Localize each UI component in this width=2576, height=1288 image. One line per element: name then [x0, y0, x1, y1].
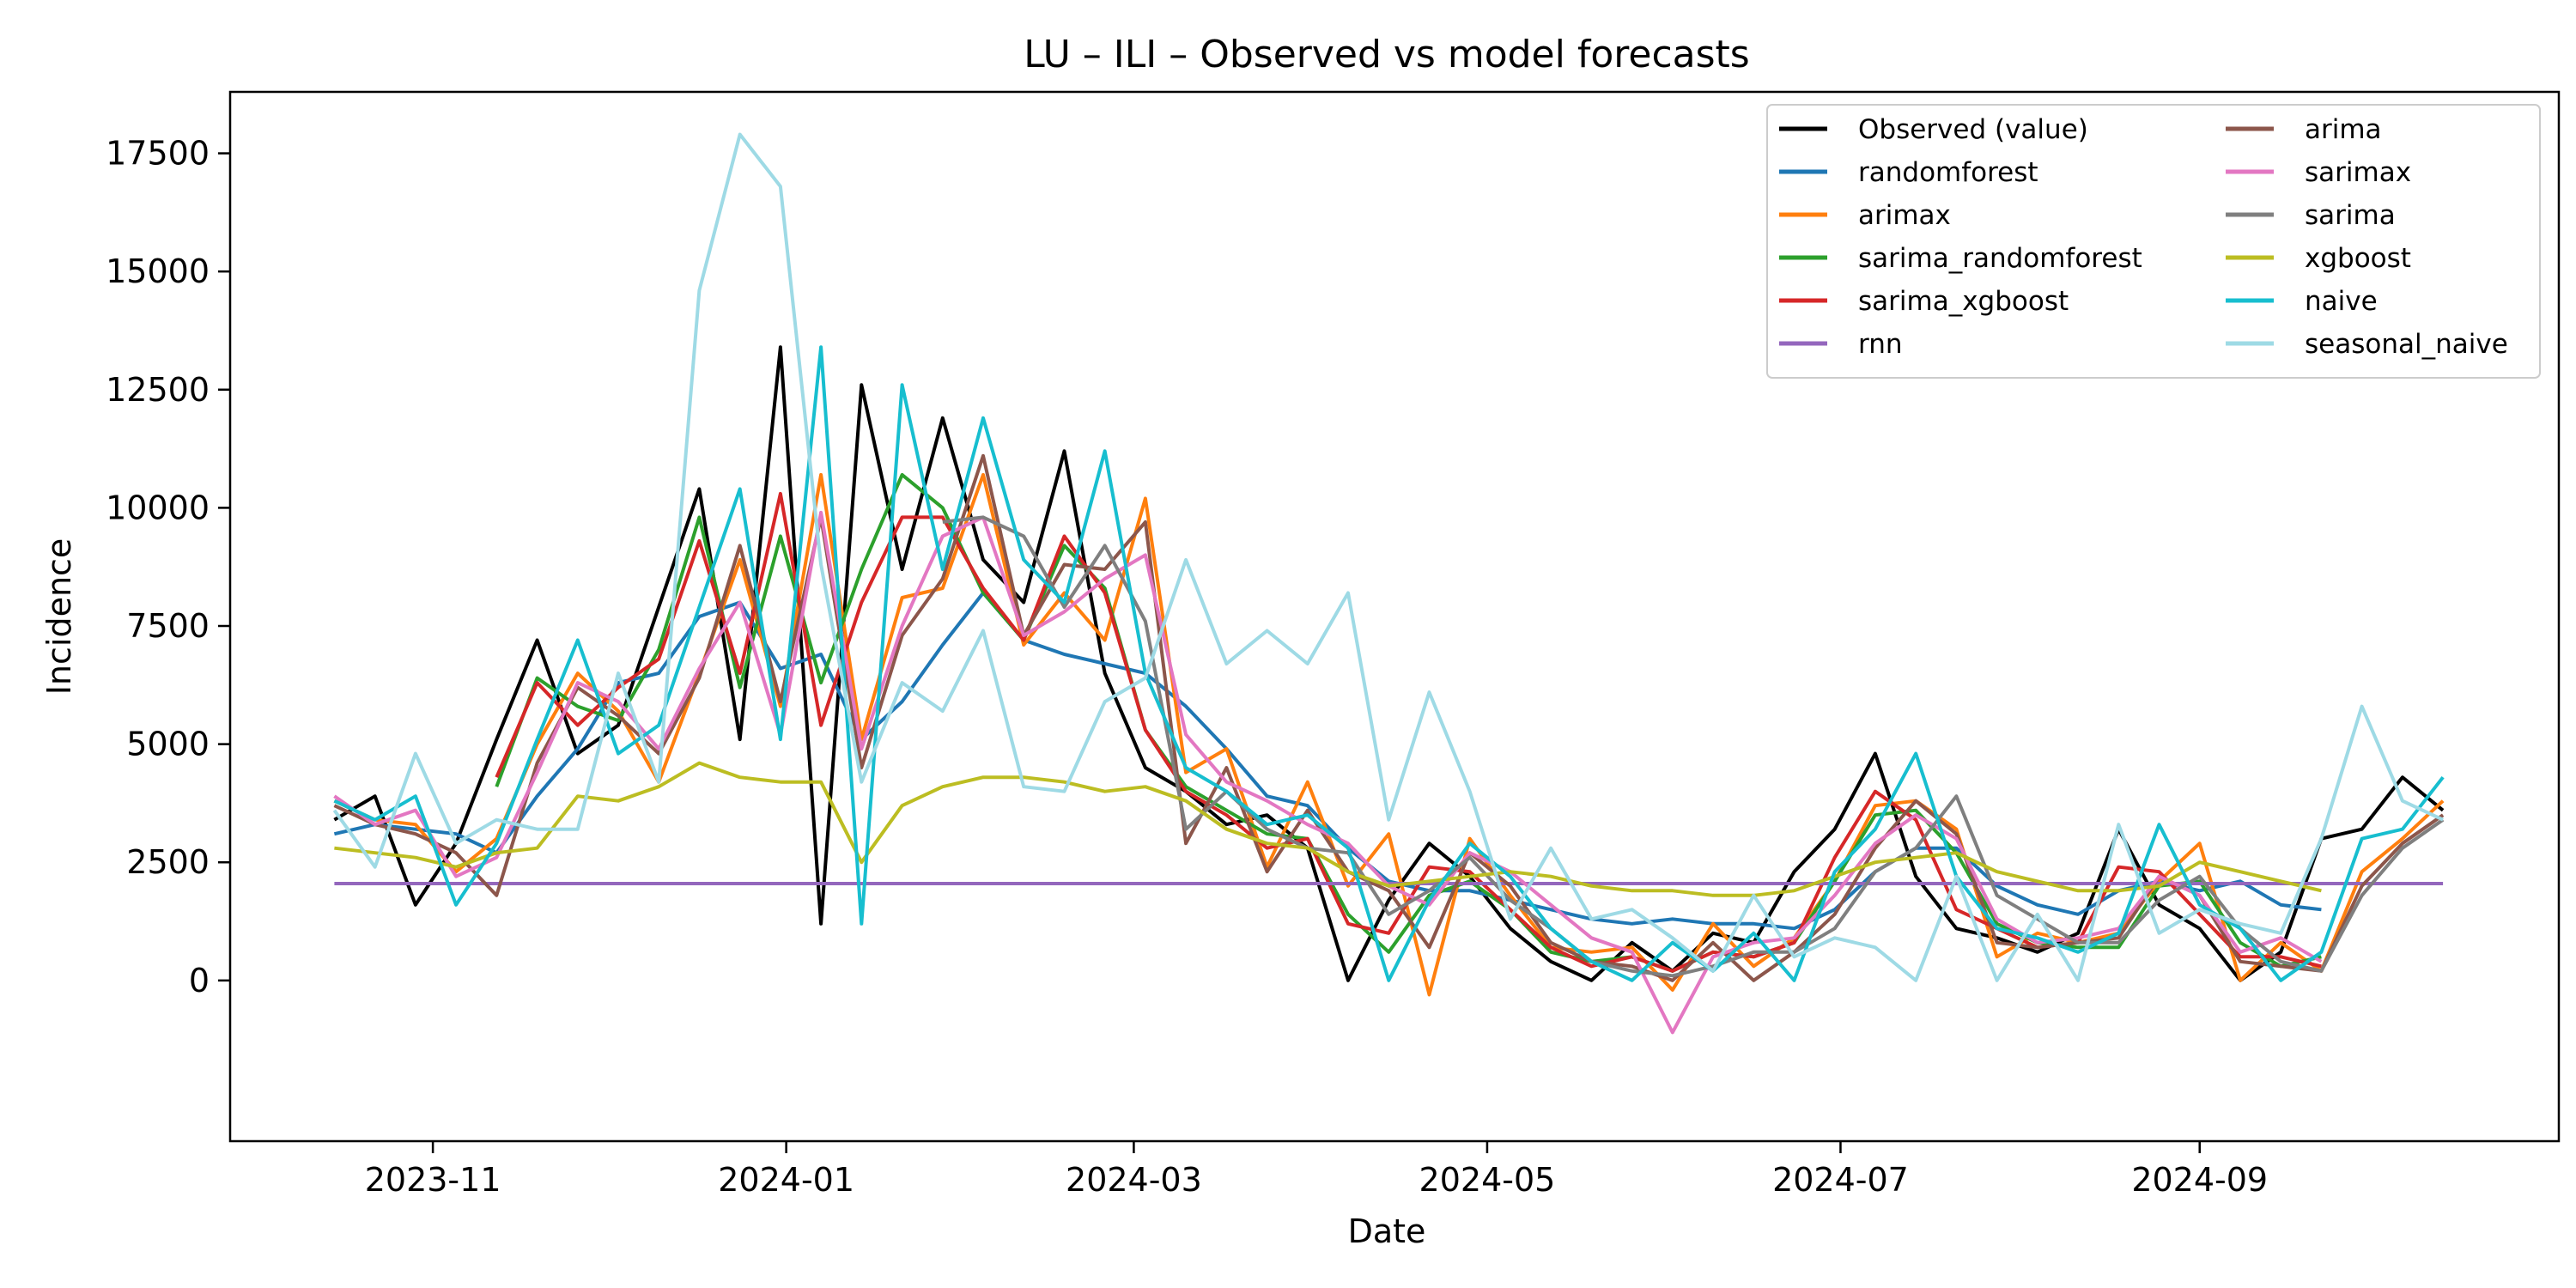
y-tick-label: 7500 [126, 607, 210, 645]
legend: Observed (value) randomforest arimax sarima… [1766, 104, 2541, 379]
series-line-seasonal-naive [332, 132, 2444, 982]
series-line-observed-value [333, 345, 2445, 982]
y-tick-label: 5000 [126, 726, 210, 763]
y-tick-label: 12500 [106, 371, 210, 409]
legend-frame [1766, 104, 2541, 379]
x-tick-label: 2024-05 [1419, 1161, 1556, 1199]
x-tick-label: 2023-11 [365, 1161, 501, 1199]
x-tick-label: 2024-07 [1772, 1161, 1909, 1199]
y-tick-label: 0 [189, 962, 210, 999]
legend-entry-label: rnn [1858, 329, 1903, 360]
legend-entry-label: sarimax [2305, 157, 2411, 188]
series-line-sarimax [333, 510, 2323, 1035]
legend-entry-label: arimax [1858, 200, 1951, 231]
series-line-xgboost [334, 761, 2322, 897]
x-axis-label: Date [1348, 1212, 1426, 1250]
x-axis: 2023-11 2024-01 2024-03 2024-05 2024-07 2024-… [365, 1141, 2268, 1199]
legend-entry-label: naive [2305, 286, 2378, 317]
y-tick-label: 15000 [106, 252, 210, 290]
x-tick-label: 2024-03 [1066, 1161, 1202, 1199]
legend-entry-label: seasonal_naive [2305, 329, 2508, 360]
legend-entry-label: sarima_xgboost [1858, 286, 2069, 317]
y-tick-label: 2500 [126, 843, 210, 881]
legend-entry-label: sarima_randomforest [1858, 243, 2142, 274]
series-line-naive [333, 345, 2445, 982]
legend-entry-label: Observed (value) [1858, 114, 2088, 145]
chart-title: LU – ILI – Observed vs model forecasts [1024, 33, 1749, 76]
legend-entry-label: xgboost [2305, 243, 2411, 274]
legend-entry-label: arima [2305, 114, 2382, 145]
y-tick-label: 10000 [106, 489, 210, 526]
legend-entry-label: randomforest [1858, 157, 2038, 188]
x-tick-label: 2024-01 [718, 1161, 854, 1199]
plot-area-frame [228, 90, 2561, 1143]
series-layer [332, 132, 2445, 1035]
x-tick-label: 2024-09 [2131, 1161, 2268, 1199]
y-axis: 0 2500 5000 7500 10000 12500 15000 17500 [106, 135, 230, 999]
series-line-sarima [942, 515, 2445, 978]
y-axis-label: Incidence [40, 538, 78, 696]
y-tick-label: 17500 [106, 135, 210, 173]
legend-entry-label: sarima [2305, 200, 2396, 231]
